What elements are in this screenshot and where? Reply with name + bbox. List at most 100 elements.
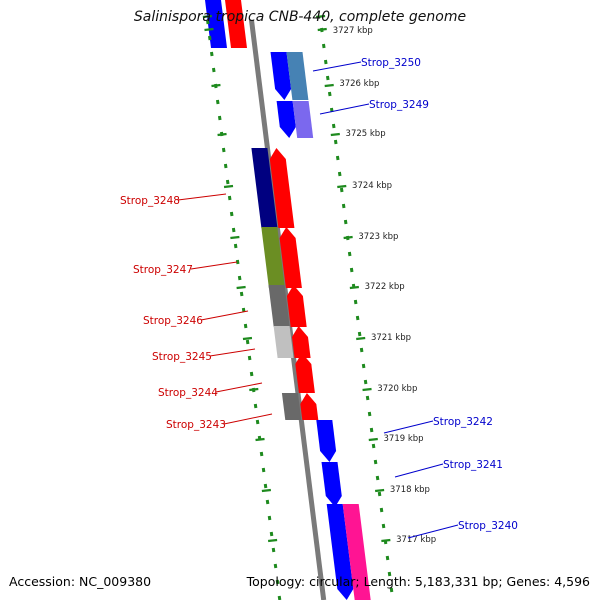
ruler-tick: [235, 259, 240, 265]
ruler-tick: [227, 195, 232, 201]
gene-strand-arrow: [286, 285, 307, 327]
gene-label-leader: [383, 420, 434, 434]
major-tick: [242, 336, 253, 341]
major-tick: [236, 285, 246, 290]
scale-label: 3719 kbp: [384, 434, 424, 444]
map-title: Salinispora tropica CNB-440, complete ge…: [133, 9, 467, 25]
ruler-tick: [209, 51, 214, 57]
ruler-tick: [217, 115, 222, 121]
ruler-tick: [253, 403, 258, 409]
ruler-tick: [349, 267, 354, 273]
ruler-tick: [231, 227, 236, 233]
ruler-tick: [355, 315, 360, 321]
ruler-tick: [259, 451, 264, 457]
gene-label-leader: [394, 463, 444, 478]
gene-label: Strop_3242: [433, 416, 493, 428]
ruler-tick: [323, 59, 328, 65]
ruler-tick: [333, 139, 338, 145]
gene-label-leader: [312, 61, 362, 72]
major-tick: [230, 235, 240, 240]
ruler-tick: [275, 579, 280, 585]
ruler-tick: [373, 459, 378, 465]
ruler-tick: [245, 339, 250, 345]
scale-label: 3725 kbp: [346, 129, 386, 139]
gene-label-leader: [223, 413, 273, 425]
ruler-tick: [263, 483, 268, 489]
ruler-tick: [361, 363, 366, 369]
major-tick: [356, 336, 366, 341]
gene-strand-arrow: [295, 353, 315, 393]
ruler-tick: [377, 491, 382, 497]
ruler-tick: [371, 443, 376, 449]
major-tick: [349, 285, 359, 290]
ruler-tick: [369, 427, 374, 433]
gene-label: Strop_3250: [361, 57, 421, 69]
ruler-tick: [247, 355, 252, 361]
scale-label: 3727 kbp: [333, 26, 373, 36]
ruler-tick: [267, 515, 272, 521]
ruler-tick: [381, 523, 386, 529]
ruler-tick: [357, 331, 362, 337]
ruler-tick: [255, 419, 260, 425]
major-tick: [202, 14, 212, 19]
scale-label: 3717 kbp: [396, 535, 436, 545]
ruler-tick: [249, 371, 254, 377]
gene-category-box: [286, 52, 309, 100]
ruler-tick: [387, 571, 392, 577]
genome-summary-text: Topology: circular; Length: 5,183,331 bp…: [246, 574, 590, 589]
gene-category-box: [261, 227, 285, 288]
ruler-tick: [341, 203, 346, 209]
gene-strand-arrow: [321, 462, 342, 507]
major-tick: [249, 387, 259, 392]
gene-category-box: [292, 101, 314, 138]
ruler-tick: [385, 555, 390, 561]
gene-label: Strop_3241: [443, 459, 503, 471]
major-tick: [261, 488, 272, 493]
major-tick: [315, 14, 326, 19]
gene-labels: Strop_3250 Strop_3249 Strop_3248 Strop_3247…: [120, 57, 518, 539]
gene-strand-arrow: [276, 101, 296, 138]
ruler-tick: [225, 179, 230, 185]
major-tick: [267, 538, 278, 543]
gene-label-leader: [209, 348, 256, 357]
major-tick: [343, 235, 353, 240]
ruler-ticks: [202, 14, 394, 600]
ruler-tick: [325, 75, 330, 81]
ruler-tick: [379, 507, 384, 513]
gene-label-leader: [200, 310, 249, 321]
gene-strand-arrow: [316, 420, 337, 462]
ruler-tick: [353, 299, 358, 305]
ruler-tick: [365, 395, 370, 401]
major-tick: [362, 387, 372, 392]
gene-label: Strop_3243: [166, 419, 226, 431]
gene-label: Strop_3245: [152, 351, 212, 363]
gene-label-leader: [319, 103, 370, 115]
gene-label: Strop_3244: [158, 387, 218, 399]
major-tick: [317, 27, 327, 32]
major-tick: [337, 184, 347, 189]
ruler-tick: [339, 187, 344, 193]
scale-label: 3723 kbp: [358, 232, 398, 242]
ruler-tick: [367, 411, 372, 417]
ruler-tick: [239, 291, 244, 297]
ruler-tick: [265, 499, 270, 505]
gene-label-leader: [215, 382, 263, 393]
partial-gene-strand-arrow: [225, 0, 247, 48]
gene-strand-arrow: [269, 148, 295, 228]
major-tick: [204, 27, 214, 32]
gene-features: [251, 52, 371, 600]
major-tick: [255, 437, 265, 442]
accession-text: Accession: NC_009380: [9, 574, 152, 589]
gene-strand-arrow: [300, 393, 319, 420]
ruler-tick: [273, 563, 278, 569]
ruler-tick: [321, 43, 326, 49]
ruler-tick: [223, 163, 228, 169]
gene-label-leader: [177, 193, 227, 201]
ruler-tick: [233, 243, 238, 249]
ruler-tick: [229, 211, 234, 217]
ruler-tick: [269, 531, 274, 537]
scale-labels: 3727 kbp 3726 kbp 3725 kbp 3724 kbp 3723 kbp…: [333, 26, 436, 545]
ruler-tick: [327, 91, 332, 97]
scale-label: 3718 kbp: [390, 485, 430, 495]
